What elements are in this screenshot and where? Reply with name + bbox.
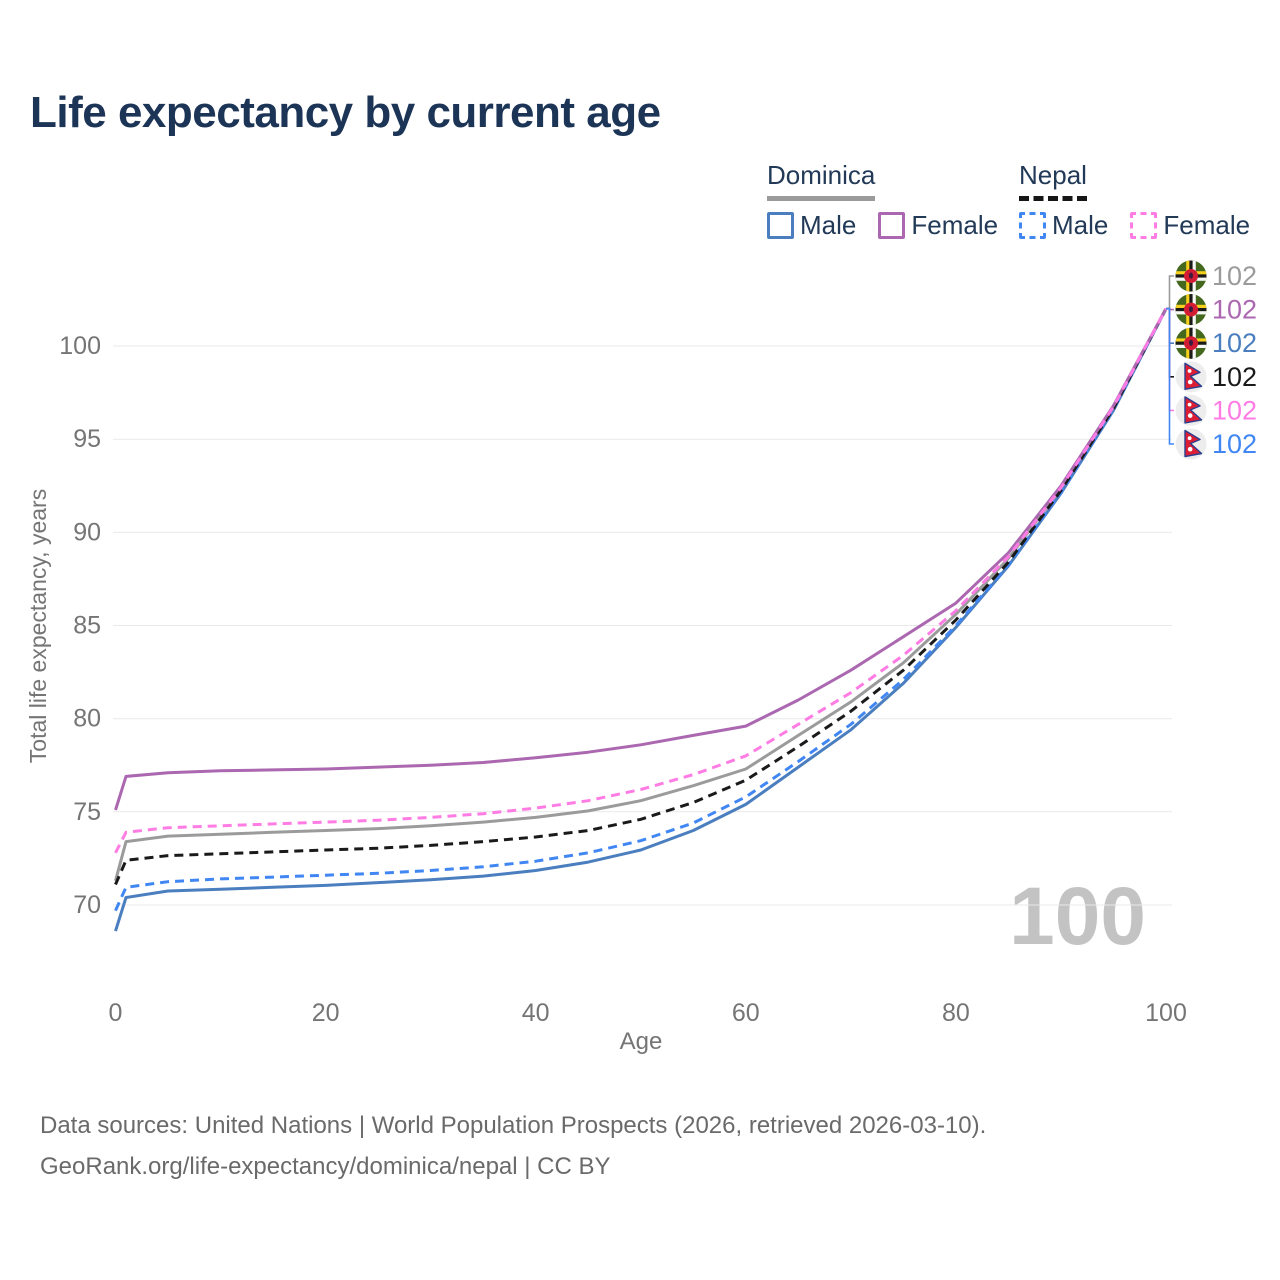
legend-label-dominica-female: Female <box>911 210 999 240</box>
legend-item-nepal-female[interactable]: Female <box>1130 210 1250 241</box>
legend-label-nepal-male: Male <box>1052 210 1109 240</box>
dominica-female-swatch-icon <box>878 212 906 239</box>
age-watermark: 100 <box>1009 871 1146 962</box>
nepal-flag-icon <box>1175 428 1207 460</box>
end-label-leader-dominica <box>1166 275 1174 310</box>
nepal-flag-icon <box>1175 360 1207 393</box>
y-tick-label-95: 95 <box>73 425 101 453</box>
x-tick-label-60: 60 <box>732 999 760 1027</box>
chart-canvas: 100 70 75 80 85 90 95 100 0 20 40 60 80 100 Age Total l… <box>25 0 1257 1055</box>
dominica-flag-icon <box>1175 294 1207 326</box>
series-line-dominica-male[interactable] <box>114 308 1168 932</box>
series-line-dominica-female[interactable] <box>114 307 1168 811</box>
nepal-male-swatch-icon <box>1019 212 1046 239</box>
y-tick-label-100: 100 <box>59 332 101 360</box>
x-tick-label-80: 80 <box>942 999 970 1027</box>
end-label-value-dominica-male: 102 <box>1212 328 1257 358</box>
series-line-nepal-female[interactable] <box>114 307 1168 854</box>
series-line-nepal-male[interactable] <box>114 308 1168 912</box>
end-label-leader-nepal-male <box>1166 307 1174 445</box>
legend-heading-nepal: Nepal <box>1019 160 1087 201</box>
end-label-value-nepal-female: 102 <box>1212 395 1257 425</box>
footer-attribution: GeoRank.org/life-expectancy/dominica/nep… <box>40 1153 611 1180</box>
legend-item-dominica-male[interactable]: Male <box>767 210 856 241</box>
page-title: Life expectancy by current age <box>30 88 661 137</box>
legend-item-nepal-male[interactable]: Male <box>1019 210 1108 241</box>
y-tick-label-85: 85 <box>73 612 101 640</box>
x-axis-title: Age <box>620 1028 663 1055</box>
end-label-value-nepal-male: 102 <box>1212 429 1257 459</box>
nepal-flag-icon <box>1175 394 1207 427</box>
y-tick-label-75: 75 <box>73 798 101 826</box>
series-line-nepal[interactable] <box>114 308 1168 886</box>
legend-heading-dominica: Dominica <box>767 160 876 201</box>
nepal-female-swatch-icon <box>1130 212 1158 239</box>
x-tick-label-20: 20 <box>312 999 340 1027</box>
legend-item-dominica-female[interactable]: Female <box>878 210 998 241</box>
y-tick-label-70: 70 <box>73 891 101 919</box>
legend-group-dominica: Dominica Male Female <box>767 160 998 241</box>
legend-group-nepal: Nepal Male Female <box>1019 160 1250 241</box>
footer: Data sources: United Nations | World Pop… <box>40 1105 986 1187</box>
x-tick-label-0: 0 <box>109 999 123 1027</box>
end-label-value-dominica-female: 102 <box>1212 295 1257 325</box>
footer-data-sources: Data sources: United Nations | World Pop… <box>40 1112 987 1139</box>
y-tick-label-80: 80 <box>73 705 101 733</box>
y-axis-title: Total life expectancy, years <box>25 489 51 763</box>
y-tick-label-90: 90 <box>73 518 101 546</box>
dominica-male-swatch-icon <box>767 212 794 239</box>
dominica-flag-icon <box>1175 260 1207 292</box>
series-line-dominica[interactable] <box>114 307 1168 882</box>
x-tick-label-40: 40 <box>522 999 550 1027</box>
end-label-value-dominica: 102 <box>1212 261 1257 291</box>
end-label-value-nepal: 102 <box>1212 362 1257 392</box>
x-tick-label-100: 100 <box>1145 999 1187 1027</box>
legend-label-nepal-female: Female <box>1163 210 1251 240</box>
dominica-flag-icon <box>1175 327 1207 359</box>
legend-label-dominica-male: Male <box>800 210 857 240</box>
